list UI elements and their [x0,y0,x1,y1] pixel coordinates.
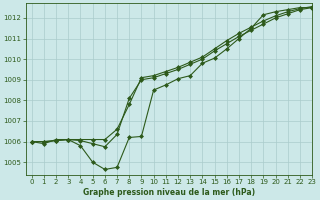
X-axis label: Graphe pression niveau de la mer (hPa): Graphe pression niveau de la mer (hPa) [83,188,255,197]
